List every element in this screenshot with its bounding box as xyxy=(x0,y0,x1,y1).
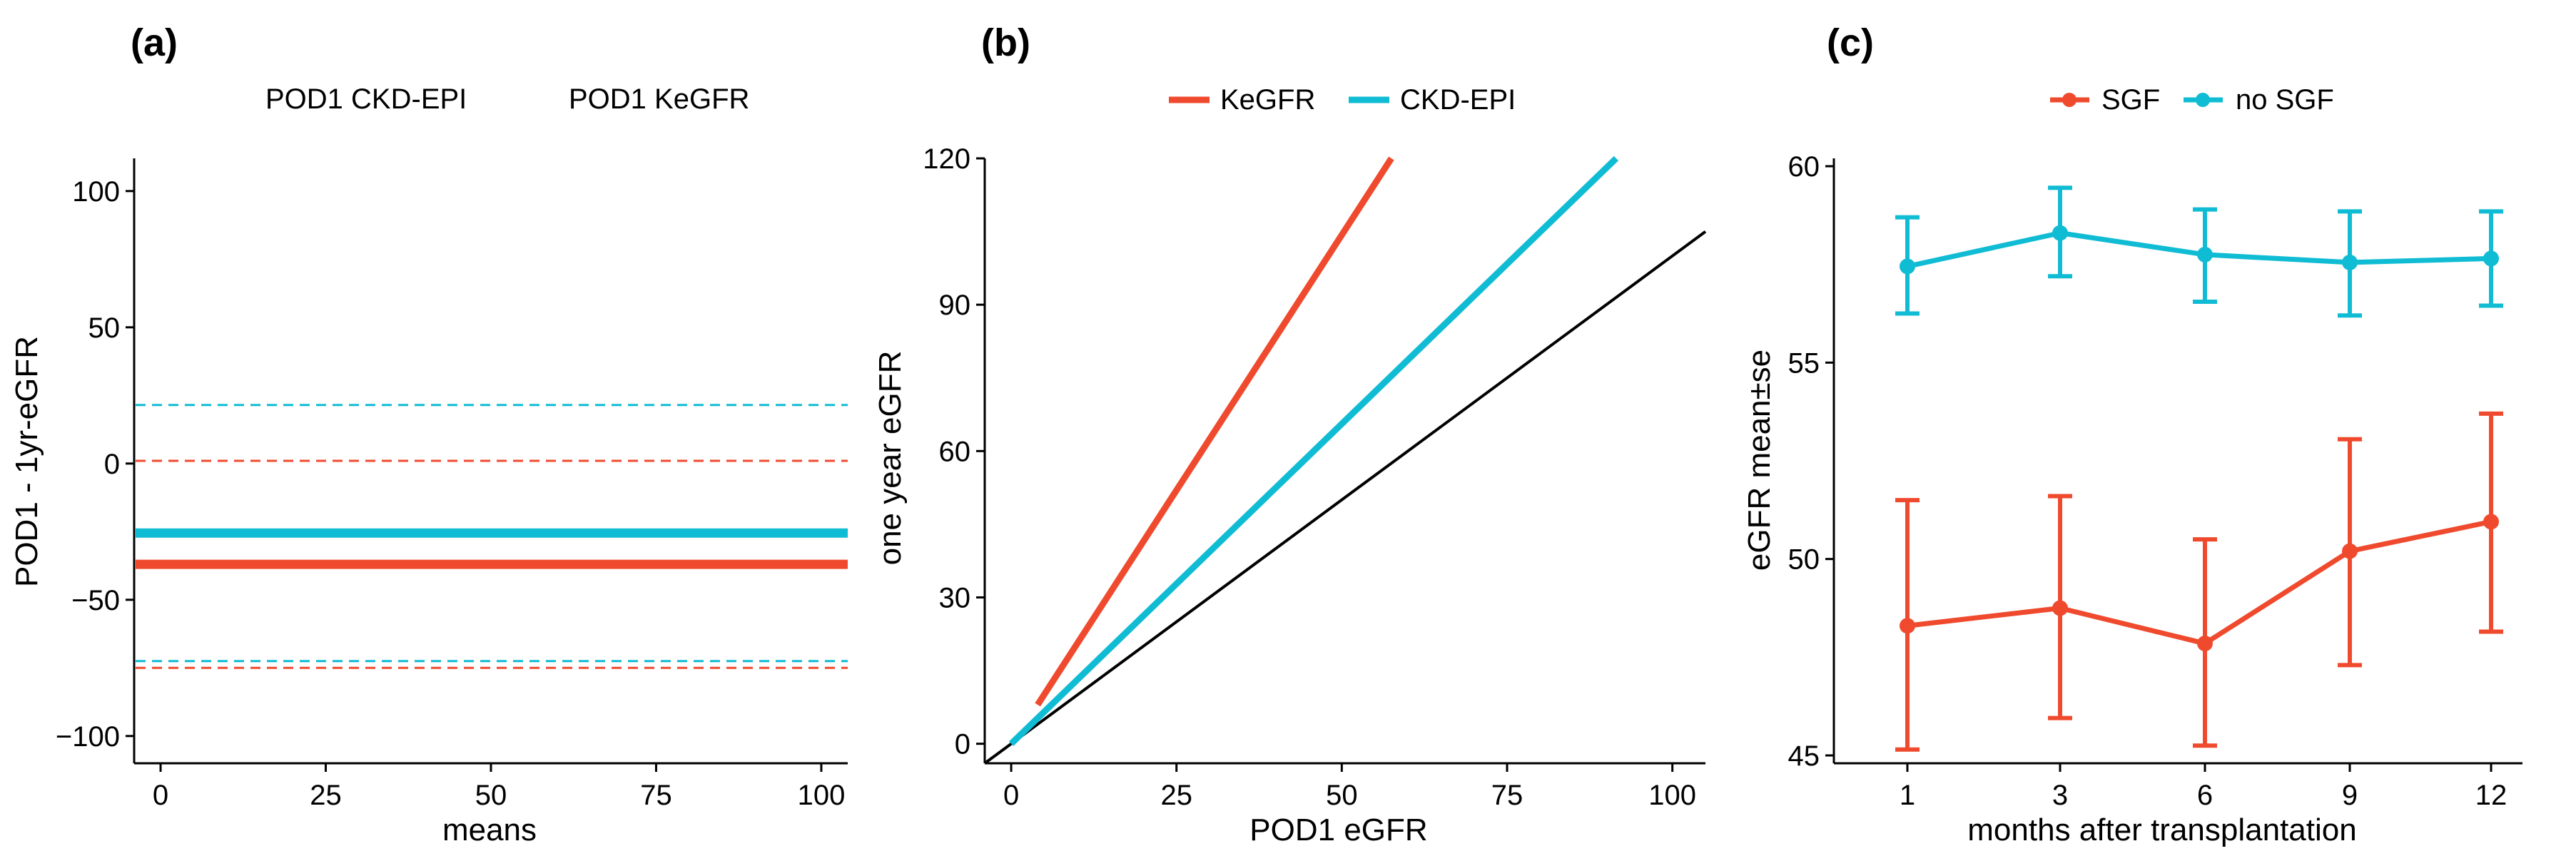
axis-a-xtick-label: 50 xyxy=(475,780,507,811)
legend-c-no-sgf: no SGF xyxy=(2236,84,2334,116)
axis-a-xtick-label: 100 xyxy=(798,780,846,811)
axis-a-xtick-label: 25 xyxy=(310,780,342,811)
axis-b-ytick-label: 90 xyxy=(939,290,971,321)
axis-b-xtick-label: 100 xyxy=(1648,780,1696,811)
axis-a-ytick-label: 50 xyxy=(88,312,121,344)
legend-c-sgf-marker xyxy=(2062,93,2076,107)
point-c-no-sgf xyxy=(2052,225,2068,241)
point-c-sgf xyxy=(2483,514,2499,530)
axis-a-ytick-label: −100 xyxy=(56,721,120,753)
point-c-sgf xyxy=(2052,600,2068,616)
axis-c-ytick-label: 50 xyxy=(1788,544,1820,576)
axis-c-xlabel: months after transplantation xyxy=(1967,812,2356,847)
line-b-identity xyxy=(983,230,1707,765)
axis-b-xtick-label: 75 xyxy=(1491,780,1523,811)
axis-a-ytick-label: −50 xyxy=(71,585,120,616)
panel-b-label: (b) xyxy=(981,21,1030,64)
axis-c-ylabel: eGFR mean±se xyxy=(1742,350,1777,571)
axis-a-xtick-label: 75 xyxy=(640,780,672,811)
axis-b-xtick-label: 25 xyxy=(1160,780,1192,811)
axis-b-ylabel: one year eGFR xyxy=(873,351,908,566)
axis-b-ytick-label: 60 xyxy=(939,436,971,467)
legend-a-ckd-epi: POD1 CKD-EPI xyxy=(265,83,467,115)
axis-b-xtick-label: 50 xyxy=(1326,780,1358,811)
axis-a-ylabel: POD1 - 1yr-eGFR xyxy=(9,336,44,587)
axis-a-ytick-label: 0 xyxy=(104,449,120,480)
panel-b: (b) KeGFR CKD-EPI POD1 eGFR one year eGF… xyxy=(873,21,1707,847)
point-c-no-sgf xyxy=(2342,254,2358,270)
panel-c-label: (c) xyxy=(1827,21,1874,64)
line-b-ckd-epi xyxy=(1008,156,1619,746)
axis-c-xtick-label: 12 xyxy=(2475,780,2507,811)
axis-a-xlabel: means xyxy=(442,812,537,847)
axis-c-xtick-label: 9 xyxy=(2342,780,2358,811)
line-b-kegfr xyxy=(1035,156,1394,707)
point-c-sgf xyxy=(2342,543,2358,559)
legend-c-sgf: SGF xyxy=(2101,84,2160,116)
point-c-no-sgf xyxy=(2483,250,2499,267)
panel-c: (c) SGF no SGF months after transplantat… xyxy=(1742,21,2522,847)
axis-b-ytick-label: 30 xyxy=(939,582,971,613)
axis-a-xtick-label: 0 xyxy=(153,780,168,811)
axis-c-xtick-label: 3 xyxy=(2052,780,2068,811)
axis-b-ytick-label: 0 xyxy=(955,729,970,760)
point-c-sgf xyxy=(1900,618,1915,634)
axis-c-xtick-label: 1 xyxy=(1900,780,1915,811)
axis-c-ytick-label: 45 xyxy=(1788,740,1820,772)
legend-a-kegfr: POD1 KeGFR xyxy=(569,83,749,115)
point-c-no-sgf xyxy=(1900,258,1915,275)
legend-b-kegfr: KeGFR xyxy=(1220,84,1315,116)
axis-b-ytick-label: 120 xyxy=(923,143,970,175)
legend-b-ckd-epi: CKD-EPI xyxy=(1400,84,1516,116)
panel-a-label: (a) xyxy=(131,21,178,64)
axis-c-ytick-label: 60 xyxy=(1788,151,1820,183)
axis-a-ytick-label: 100 xyxy=(72,176,120,208)
axis-c-ytick-label: 55 xyxy=(1788,347,1820,379)
axis-b-xtick-label: 0 xyxy=(1003,780,1019,811)
point-c-no-sgf xyxy=(2197,246,2213,263)
legend-c-no-sgf-marker xyxy=(2196,93,2210,107)
axis-c-xtick-label: 6 xyxy=(2197,780,2213,811)
panel-a: (a) POD1 CKD-EPI POD1 KeGFR means POD1 -… xyxy=(9,21,848,847)
axis-b-xlabel: POD1 eGFR xyxy=(1249,812,1427,847)
point-c-sgf xyxy=(2197,636,2213,652)
